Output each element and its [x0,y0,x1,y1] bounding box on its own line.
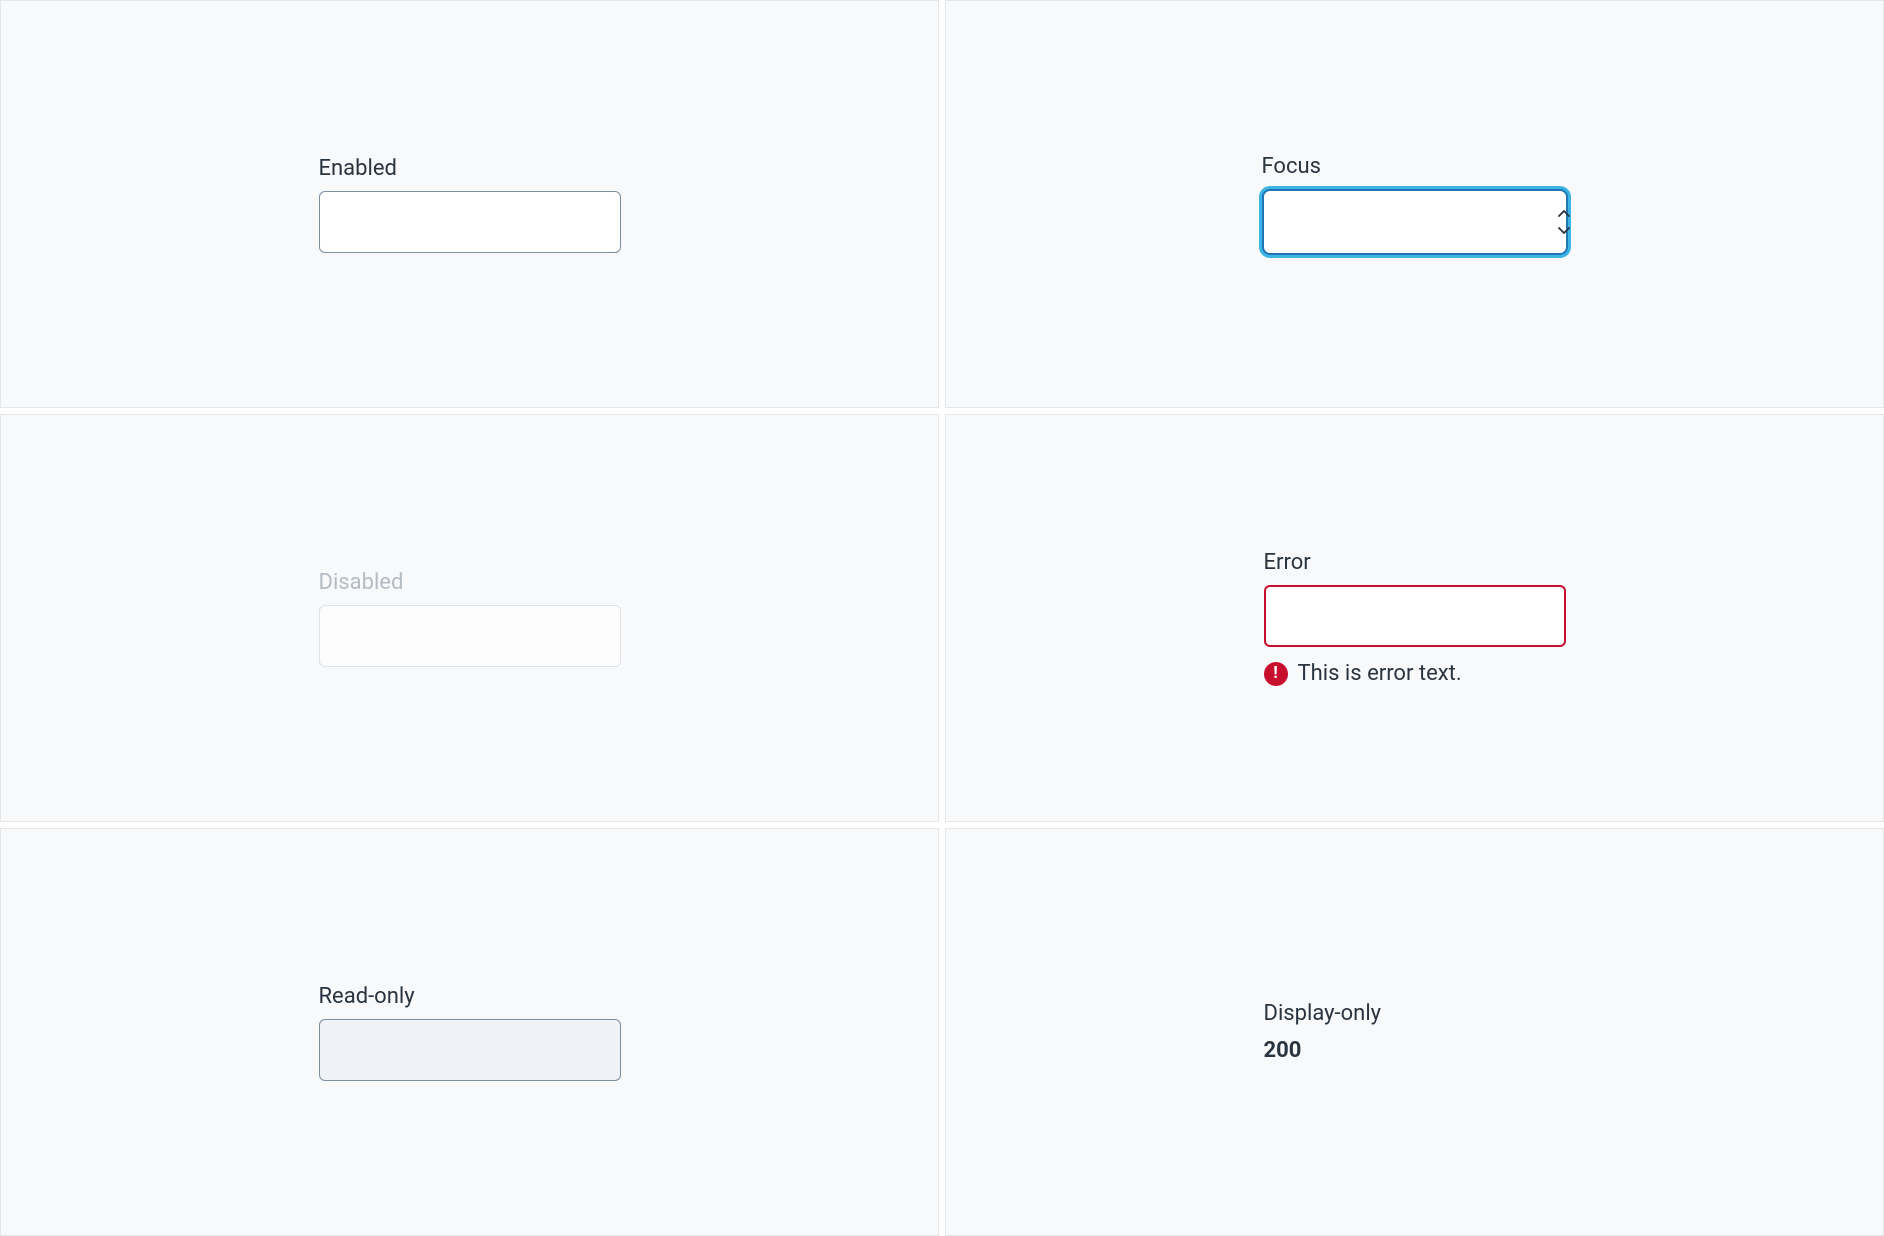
label-error: Error [1264,550,1566,575]
label-readonly: Read-only [319,984,621,1009]
field-disabled: Disabled [319,570,621,667]
display-value: 200 [1264,1038,1566,1063]
stepper-down-button[interactable] [1557,223,1571,237]
input-error[interactable] [1264,585,1566,647]
input-focus-container [1262,189,1568,255]
cell-error: Error ! This is error text. [945,414,1884,822]
cell-display: Display-only 200 [945,828,1884,1236]
field-display: Display-only 200 [1264,1001,1566,1063]
exclamation-icon: ! [1273,665,1278,682]
input-readonly [319,1019,621,1081]
chevron-up-icon [1558,210,1570,218]
input-states-grid: Enabled Focus Disabled [0,0,1884,1236]
input-disabled [319,605,621,667]
chevron-down-icon [1558,226,1570,234]
error-message-row: ! This is error text. [1264,661,1566,686]
error-icon: ! [1264,662,1288,686]
cell-readonly: Read-only [0,828,939,1236]
field-enabled: Enabled [319,156,621,253]
number-stepper [1557,191,1581,253]
label-disabled: Disabled [319,570,621,595]
label-display: Display-only [1264,1001,1566,1026]
cell-focus: Focus [945,0,1884,408]
field-error: Error ! This is error text. [1264,550,1566,686]
stepper-up-button[interactable] [1557,207,1571,221]
cell-disabled: Disabled [0,414,939,822]
cell-enabled: Enabled [0,0,939,408]
input-focus[interactable] [1264,191,1557,253]
error-message: This is error text. [1298,661,1462,686]
field-readonly: Read-only [319,984,621,1081]
field-focus: Focus [1262,154,1568,255]
label-enabled: Enabled [319,156,621,181]
input-enabled[interactable] [319,191,621,253]
label-focus: Focus [1262,154,1568,179]
